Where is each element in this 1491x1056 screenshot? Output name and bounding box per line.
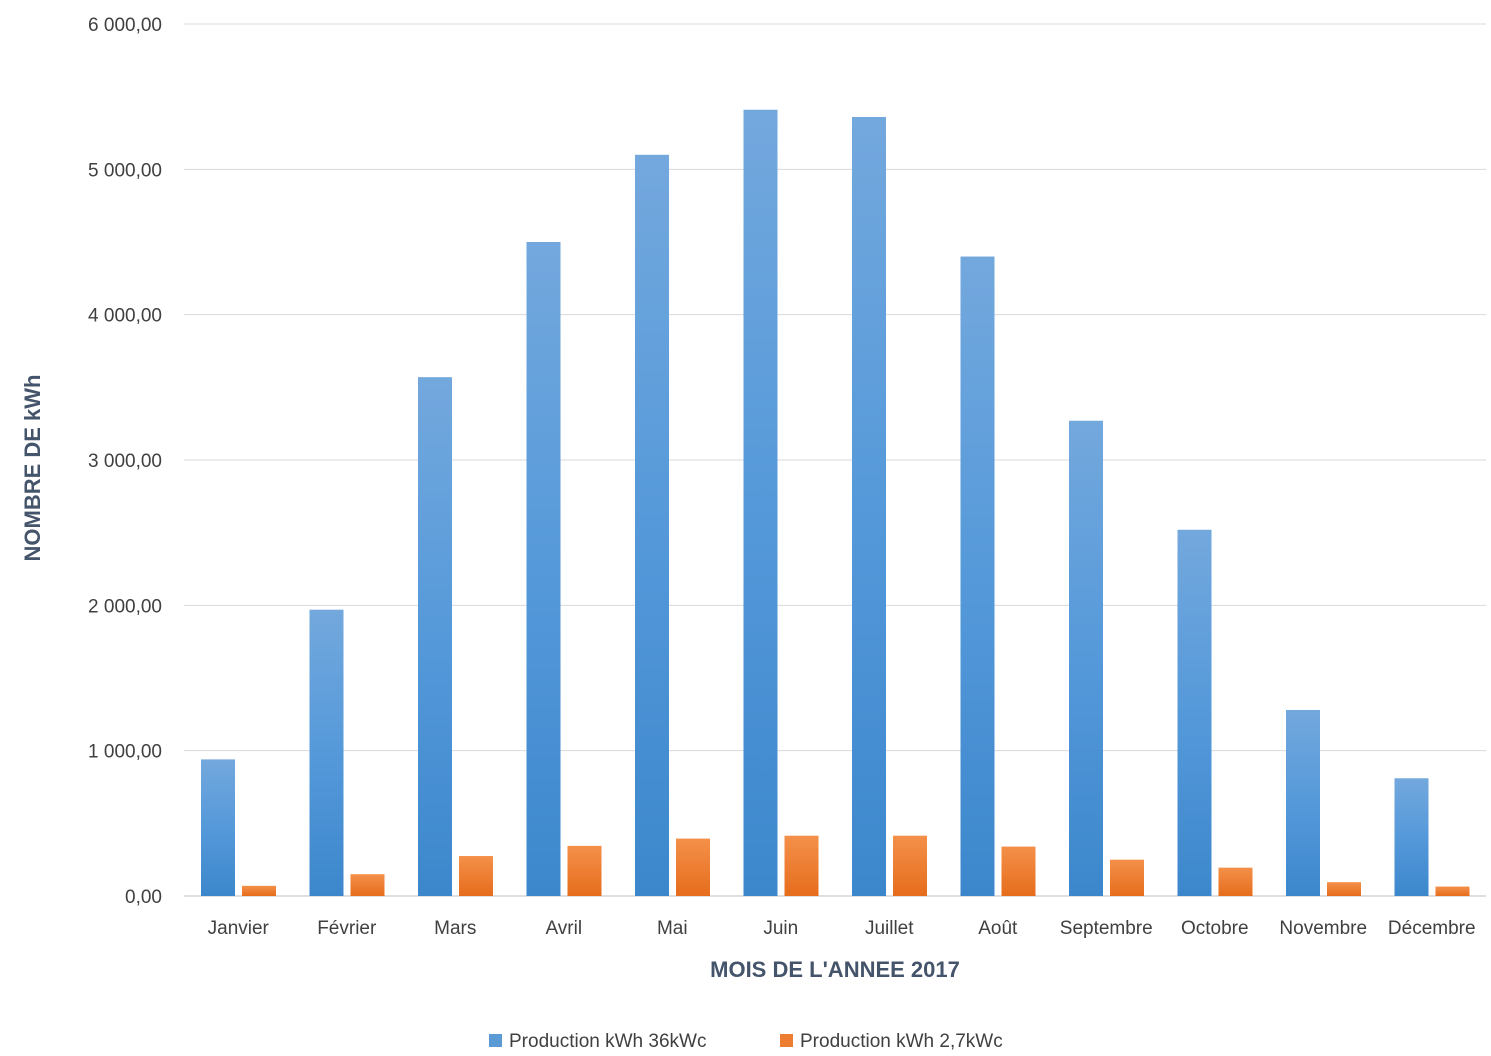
bar-production-2-7kwc — [459, 856, 493, 896]
bar-production-36kwc — [1394, 778, 1429, 896]
y-tick-label: 5 000,00 — [88, 160, 162, 181]
y-tick-label: 4 000,00 — [88, 306, 162, 327]
bar-production-36kwc — [526, 242, 561, 896]
legend: Production kWh 36kWc Production kWh 2,7kW… — [489, 1031, 1003, 1052]
x-axis-title: MOIS DE L'ANNEE 2017 — [710, 957, 960, 982]
legend-label: Production kWh 2,7kWc — [800, 1031, 1003, 1052]
y-tick-label: 6 000,00 — [88, 15, 162, 36]
bar-production-2-7kwc — [893, 835, 927, 896]
x-tick-label: Janvier — [208, 918, 270, 939]
bar-production-2-7kwc — [676, 838, 710, 896]
bar-production-2-7kwc — [784, 835, 819, 896]
legend-swatch — [489, 1034, 502, 1047]
x-tick-label: Juin — [763, 918, 798, 939]
y-axis-title: NOMBRE DE kWh — [20, 375, 45, 562]
legend-swatch — [780, 1034, 793, 1047]
y-axis-tick-labels: 0,00 1 000,00 2 000,00 3 000,00 4 000,00 5 00… — [88, 15, 162, 908]
x-tick-label: Novembre — [1279, 918, 1367, 939]
bar-production-36kwc — [852, 117, 886, 897]
bar-production-2-7kwc — [350, 874, 385, 896]
y-tick-label: 1 000,00 — [88, 742, 162, 763]
bar-production-2-7kwc — [1327, 882, 1361, 896]
bar-production-2-7kwc — [1218, 867, 1253, 896]
x-tick-label: Février — [317, 918, 377, 939]
x-tick-label: Octobre — [1181, 918, 1249, 939]
x-axis-tick-labels: Janvier Février Mars Avril Mai Juin Juillet Aoû… — [208, 918, 1476, 939]
bar-production-2-7kwc — [242, 885, 276, 896]
bar-production-36kwc — [309, 609, 344, 896]
bars — [201, 109, 1470, 897]
bar-production-36kwc — [1286, 709, 1320, 896]
y-tick-label: 2 000,00 — [88, 596, 162, 617]
bar-production-36kwc — [1069, 420, 1103, 896]
bar-production-36kwc — [960, 256, 995, 896]
x-tick-label: Juillet — [865, 918, 914, 939]
legend-label: Production kWh 36kWc — [509, 1031, 706, 1052]
x-tick-label: Mars — [434, 918, 476, 939]
bar-production-2-7kwc — [1001, 846, 1036, 896]
x-tick-label: Décembre — [1388, 918, 1476, 939]
bar-production-36kwc — [418, 377, 452, 896]
bar-production-36kwc — [635, 154, 669, 897]
y-tick-label: 0,00 — [125, 887, 162, 908]
y-tick-label: 3 000,00 — [88, 451, 162, 472]
x-tick-label: Septembre — [1060, 918, 1153, 939]
gridlines — [184, 23, 1486, 897]
bar-production-36kwc — [201, 759, 235, 896]
bar-production-36kwc — [743, 109, 778, 897]
x-tick-label: Mai — [657, 918, 688, 939]
bar-production-36kwc — [1177, 529, 1212, 896]
x-tick-label: Août — [978, 918, 1018, 939]
bar-production-2-7kwc — [567, 845, 602, 896]
x-tick-label: Avril — [545, 918, 582, 939]
bar-production-2-7kwc — [1110, 859, 1144, 896]
bar-production-2-7kwc — [1435, 886, 1470, 896]
